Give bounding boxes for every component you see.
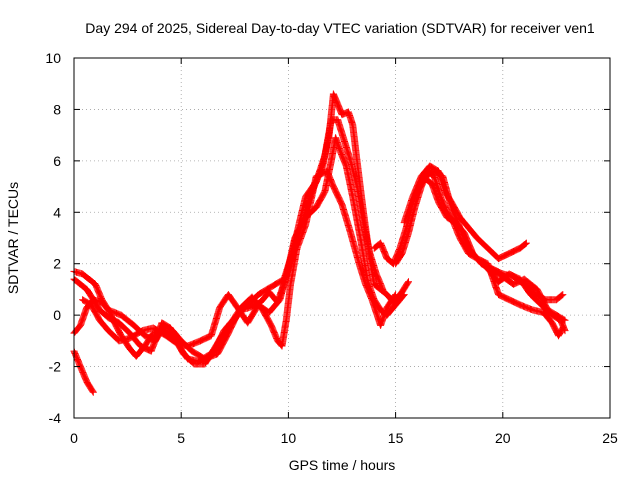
data-point [404,279,412,287]
data-point [558,291,566,299]
data-track-3 [70,167,400,368]
y-tick-label: 2 [53,256,61,272]
axis-ticks: 0 5 10 15 20 25 -4 -2 0 2 4 6 8 10 [45,50,618,446]
data-point [113,335,121,343]
data-point [559,324,567,332]
data-point [561,316,569,324]
data-point [400,291,408,299]
data-point [522,240,529,248]
x-tick-label: 0 [70,430,78,446]
y-tick-label: 4 [53,204,61,220]
data-point [560,316,568,324]
data-point [399,292,407,299]
data-point [399,292,407,300]
y-tick-label: 10 [45,50,61,66]
y-tick-label: 8 [53,101,61,117]
x-tick-label: 10 [281,430,297,446]
chart-title: Day 294 of 2025, Sidereal Day-to-day VTE… [85,20,595,36]
y-tick-label: 0 [53,307,61,323]
data-point [557,292,565,300]
y-tick-label: -4 [49,410,62,426]
data-point [188,358,196,366]
y-tick-label: 6 [53,153,61,169]
data-point [392,291,400,299]
x-tick-label: 5 [177,430,185,446]
data-point [89,388,97,396]
y-tick-label: -2 [49,359,62,375]
data-track-4 [70,347,97,396]
data-point [391,292,399,300]
x-tick-label: 20 [495,430,511,446]
data-point [89,387,97,395]
data-point [559,291,567,299]
data-point [405,278,412,286]
data-marks [70,90,569,396]
x-tick-label: 15 [388,430,404,446]
x-axis-label: GPS time / hours [289,457,396,473]
data-track-5 [79,116,387,350]
data-point [522,239,530,247]
data-point [558,325,566,333]
plot-frame [73,57,611,419]
data-track-10 [488,265,569,324]
y-axis-label: SDTVAR / TECUs [5,182,21,294]
x-tick-label: 25 [602,430,618,446]
data-track-9 [413,167,567,340]
data-point [379,285,387,293]
